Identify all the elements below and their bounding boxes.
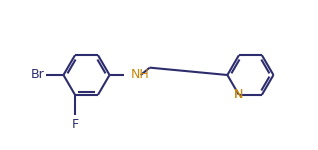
Text: F: F <box>72 118 79 131</box>
Text: N: N <box>234 88 244 101</box>
Text: Br: Br <box>31 69 45 81</box>
Text: NH: NH <box>130 69 149 81</box>
Text: N: N <box>234 88 244 101</box>
